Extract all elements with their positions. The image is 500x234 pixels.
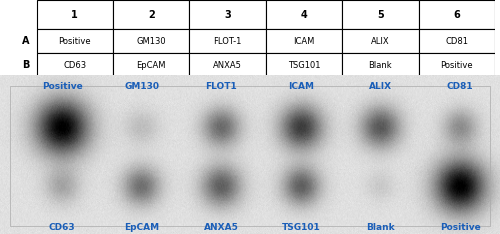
Text: TSG101: TSG101: [288, 61, 320, 70]
Text: ALIX: ALIX: [369, 81, 392, 91]
Text: EpCAM: EpCAM: [124, 223, 160, 232]
Bar: [266, 29, 342, 53]
Bar: [266, 0, 342, 29]
Bar: [10, 86, 490, 226]
Text: Blank: Blank: [366, 223, 395, 232]
Text: CD81: CD81: [446, 37, 468, 46]
Bar: [418, 29, 495, 53]
Text: GM130: GM130: [124, 81, 160, 91]
Text: ICAM: ICAM: [288, 81, 314, 91]
Text: B: B: [22, 60, 30, 70]
Bar: [113, 0, 190, 29]
Text: ICAM: ICAM: [294, 37, 314, 46]
Text: Positive: Positive: [440, 223, 480, 232]
Text: EpCAM: EpCAM: [136, 61, 166, 70]
Bar: [342, 0, 418, 29]
Text: 6: 6: [454, 10, 460, 20]
Text: A: A: [22, 36, 30, 46]
Text: 3: 3: [224, 10, 231, 20]
Text: 2: 2: [148, 10, 154, 20]
Bar: [113, 29, 190, 53]
Text: CD63: CD63: [63, 61, 86, 70]
Bar: [266, 53, 342, 77]
Bar: [418, 53, 495, 77]
Bar: [342, 53, 418, 77]
Text: CD81: CD81: [447, 81, 473, 91]
Text: CD63: CD63: [49, 223, 76, 232]
Text: TSG101: TSG101: [282, 223, 321, 232]
Bar: [190, 29, 266, 53]
Bar: [342, 29, 418, 53]
Text: ANXA5: ANXA5: [204, 223, 239, 232]
Bar: [418, 0, 495, 29]
Text: ALIX: ALIX: [371, 37, 390, 46]
Text: FLOT1: FLOT1: [206, 81, 238, 91]
Text: 5: 5: [377, 10, 384, 20]
Text: Blank: Blank: [368, 61, 392, 70]
Bar: [36, 29, 113, 53]
Text: GM130: GM130: [136, 37, 166, 46]
Bar: [190, 0, 266, 29]
Text: Positive: Positive: [42, 81, 82, 91]
Text: 4: 4: [300, 10, 308, 20]
Text: ANXA5: ANXA5: [213, 61, 242, 70]
Text: 1: 1: [72, 10, 78, 20]
Bar: [113, 53, 190, 77]
Text: FLOT-1: FLOT-1: [214, 37, 242, 46]
Text: Positive: Positive: [440, 61, 473, 70]
Bar: [190, 53, 266, 77]
Text: Positive: Positive: [58, 37, 91, 46]
Bar: [36, 0, 113, 29]
Bar: [36, 53, 113, 77]
